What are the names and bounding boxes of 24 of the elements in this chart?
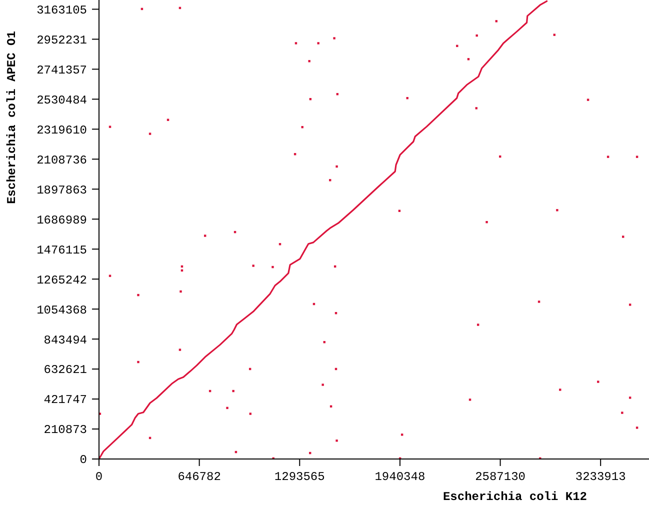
- x-tick-label: 646782: [178, 470, 221, 484]
- x-axis-title: Escherichia coli K12: [442, 490, 587, 504]
- x-tick-label: 0: [95, 470, 103, 484]
- y-tick-label: 843494: [44, 333, 87, 348]
- y-tick-label: 632621: [44, 363, 87, 378]
- y-tick-label: 1265242: [36, 273, 87, 288]
- y-axis-title: Escherichia coli APEC O1: [5, 31, 19, 204]
- y-tick-label: 2741357: [36, 63, 87, 78]
- x-tick-label: 2587130: [475, 470, 526, 484]
- y-tick-label: 2319610: [36, 123, 87, 138]
- y-tick-label: 2108736: [36, 153, 87, 168]
- y-tick-label: 1897863: [36, 183, 87, 198]
- y-tick-label: 0: [80, 453, 87, 468]
- y-tick-label: 421747: [44, 393, 87, 408]
- x-tick-label: 1940348: [374, 470, 426, 484]
- y-tick-label: 2952231: [36, 33, 87, 48]
- x-tick-label: 3233913: [575, 470, 626, 484]
- y-tick-label: 3163105: [36, 3, 87, 18]
- x-tick-label: 1293565: [274, 470, 325, 484]
- y-tick-label: 1476115: [36, 243, 87, 258]
- y-tick-label: 2530484: [36, 93, 87, 108]
- y-tick-label: 210873: [44, 423, 87, 438]
- y-tick-label: 1054368: [36, 303, 87, 318]
- y-tick-label: 1686989: [36, 213, 87, 228]
